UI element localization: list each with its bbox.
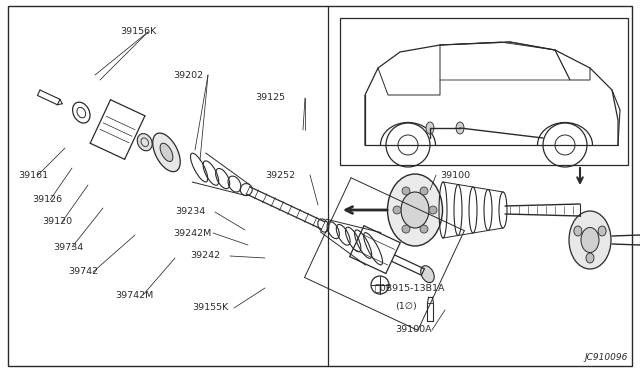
Text: 39202: 39202: [173, 71, 203, 80]
Ellipse shape: [420, 266, 434, 283]
Text: 39100A: 39100A: [395, 326, 431, 334]
Text: 39742M: 39742M: [115, 291, 153, 299]
Ellipse shape: [426, 122, 434, 134]
Text: (1∅): (1∅): [395, 302, 417, 311]
Text: 39161: 39161: [18, 170, 48, 180]
Text: 39155K: 39155K: [192, 304, 228, 312]
Text: 39242: 39242: [190, 251, 220, 260]
Text: 39252: 39252: [265, 170, 295, 180]
Ellipse shape: [574, 226, 582, 236]
Circle shape: [393, 206, 401, 214]
Text: 39126: 39126: [32, 196, 62, 205]
Text: ⓜ0B915-13B1A: ⓜ0B915-13B1A: [375, 283, 445, 292]
Text: 39742: 39742: [68, 267, 98, 276]
Ellipse shape: [387, 174, 442, 246]
Text: 39734: 39734: [53, 243, 83, 251]
Circle shape: [420, 225, 428, 233]
Text: 39120: 39120: [42, 218, 72, 227]
Circle shape: [402, 225, 410, 233]
Ellipse shape: [586, 253, 594, 263]
Ellipse shape: [160, 143, 173, 161]
Circle shape: [402, 187, 410, 195]
Text: 39156K: 39156K: [120, 28, 156, 36]
Ellipse shape: [456, 122, 464, 134]
Ellipse shape: [569, 211, 611, 269]
Ellipse shape: [137, 134, 152, 151]
Text: 39242M: 39242M: [173, 228, 211, 237]
Circle shape: [429, 206, 437, 214]
Text: 39125: 39125: [255, 93, 285, 103]
Ellipse shape: [401, 192, 429, 228]
Ellipse shape: [581, 228, 599, 253]
Circle shape: [420, 187, 428, 195]
Text: JC910096: JC910096: [585, 353, 628, 362]
Ellipse shape: [598, 226, 606, 236]
Text: 39234: 39234: [175, 208, 205, 217]
Text: 39100: 39100: [440, 170, 470, 180]
Ellipse shape: [153, 133, 180, 171]
Bar: [340, 18, 628, 165]
